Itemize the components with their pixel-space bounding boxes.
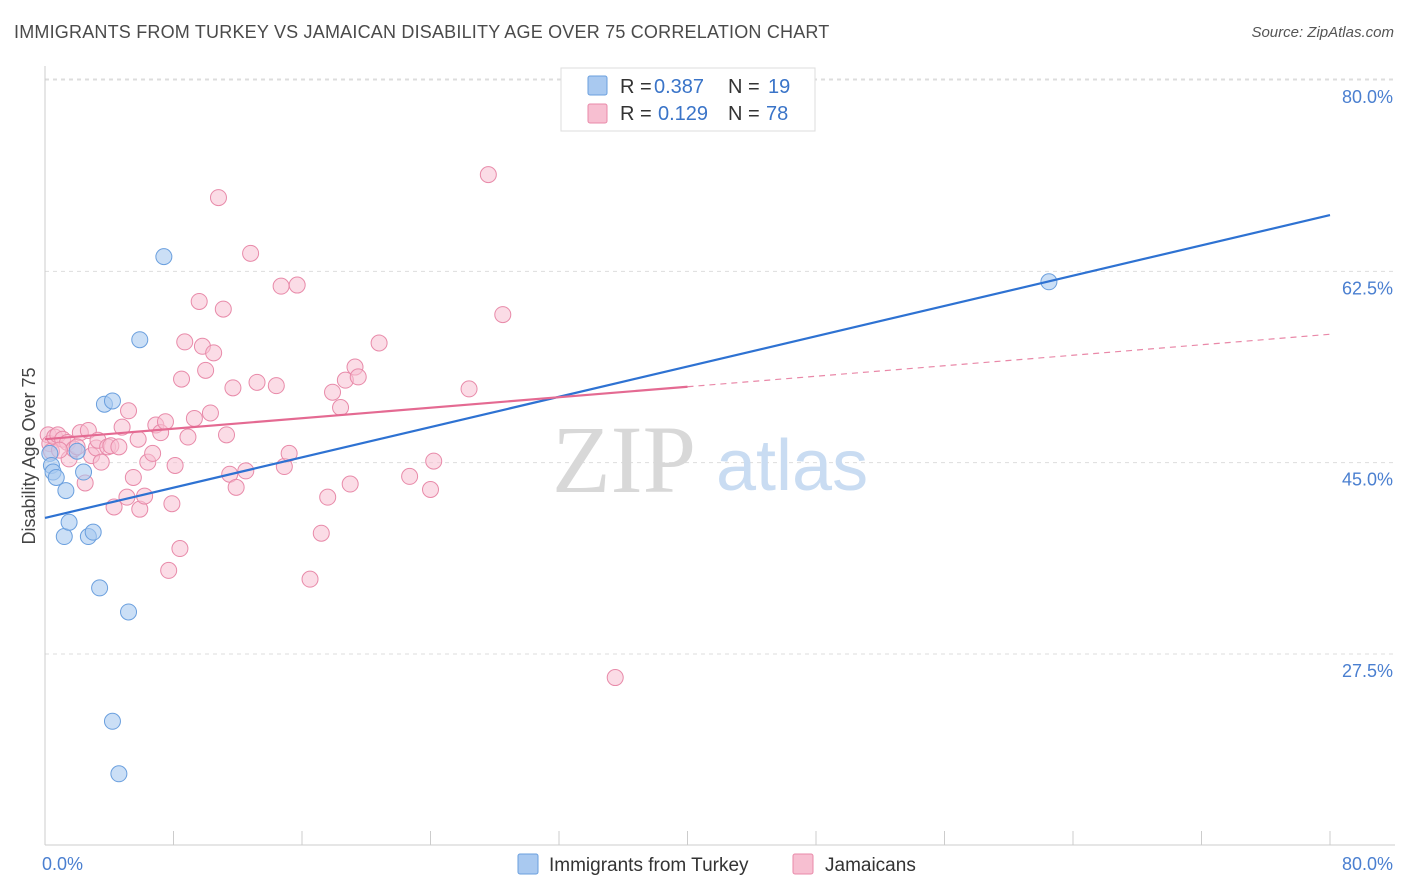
jamaicans-point [272, 277, 290, 295]
legend-n-label-turkey: N = [728, 76, 760, 98]
jamaicans-point [494, 306, 512, 324]
source-credit: Source: ZipAtlas.com [1251, 24, 1394, 41]
turkey-trend-line [44, 214, 1331, 520]
jamaicans-point [267, 377, 285, 395]
chart-title: IMMIGRANTS FROM TURKEY VS JAMAICAN DISAB… [14, 22, 830, 42]
jamaicans-point [242, 244, 260, 262]
jamaicans-point [401, 467, 419, 485]
jamaicans-trend-extension [687, 333, 1331, 388]
jamaicans-point [163, 495, 181, 513]
turkey-point [110, 765, 128, 783]
jamaicans-point [319, 488, 337, 506]
jamaicans-point [227, 478, 245, 496]
x-tick-labels: 0.0% 80.0% [42, 854, 1393, 874]
jamaicans-point [92, 453, 110, 471]
jamaicans-point [606, 669, 624, 687]
turkey-point [84, 523, 102, 541]
legend-bottom: Immigrants from Turkey Jamaicans [517, 853, 916, 876]
jamaicans-point [224, 379, 242, 397]
jamaicans-point [205, 344, 223, 362]
x-tick-label-min: 0.0% [42, 854, 83, 874]
bottom-legend-swatch-turkey [517, 853, 539, 875]
jamaicans-point [124, 468, 142, 486]
y-tick-label: 80.0% [1342, 87, 1393, 107]
jamaicans-point [160, 561, 178, 579]
turkey-point [68, 442, 86, 460]
legend-n-label-jamaicans: N = [728, 103, 760, 125]
legend-n-value-jamaicans: 78 [766, 103, 788, 125]
jamaicans-point [173, 370, 191, 388]
turkey-point [57, 482, 75, 500]
watermark-atlas: atlas [716, 426, 868, 506]
turkey-point [75, 463, 93, 481]
jamaicans-point [176, 333, 194, 351]
jamaicans-trend-line [44, 385, 688, 441]
jamaicans-point [190, 292, 208, 310]
watermark-zip: ZIP [552, 406, 696, 513]
bottom-legend-swatch-jamaicans [792, 853, 814, 875]
jamaicans-point [166, 456, 184, 474]
jamaicans-point [288, 276, 306, 294]
legend-r-value-turkey: 0.387 [654, 76, 704, 98]
jamaicans-point [422, 481, 439, 499]
jamaicans-point [113, 418, 131, 436]
bottom-legend-label-jamaicans: Jamaicans [825, 855, 916, 876]
jamaicans-point [370, 334, 388, 352]
jamaicans-point [156, 413, 174, 431]
jamaicans-point [179, 428, 197, 446]
jamaicans-points [39, 166, 624, 687]
jamaicans-point [301, 570, 319, 588]
grid-lines [45, 78, 1395, 655]
legend-swatch-turkey [587, 75, 608, 96]
jamaicans-point [120, 402, 138, 420]
legend-top: R = 0.387 N = 19 R = 0.129 N = 78 [560, 67, 816, 132]
y-tick-label: 45.0% [1342, 470, 1393, 490]
jamaicans-point [324, 383, 342, 401]
legend-r-label-turkey: R = [620, 76, 652, 98]
legend-r-label-jamaicans: R = [620, 103, 652, 125]
y-tick-labels: 27.5% 45.0% 62.5% 80.0% [1342, 87, 1393, 681]
jamaicans-point [144, 444, 162, 462]
jamaicans-point [129, 430, 147, 448]
jamaicans-point [312, 524, 330, 542]
turkey-point [91, 579, 109, 597]
turkey-point [155, 248, 173, 266]
jamaicans-point [341, 475, 359, 493]
y-axis-title: Disability Age Over 75 [19, 367, 39, 544]
legend-r-value-jamaicans: 0.129 [658, 103, 708, 125]
bottom-legend-label-turkey: Immigrants from Turkey [549, 855, 749, 876]
jamaicans-point [214, 300, 232, 318]
jamaicans-point [209, 189, 227, 207]
turkey-point [55, 528, 73, 546]
turkey-point [120, 603, 138, 621]
legend-n-value-turkey: 19 [768, 76, 790, 98]
jamaicans-point [248, 373, 266, 391]
jamaicans-point [460, 380, 478, 398]
jamaicans-point [171, 540, 189, 558]
jamaicans-point [479, 166, 497, 184]
jamaicans-point [218, 426, 236, 444]
turkey-point [47, 468, 65, 486]
jamaicans-point [110, 438, 128, 456]
turkey-points [41, 248, 1058, 783]
x-tick-label-max: 80.0% [1342, 854, 1393, 874]
jamaicans-point [197, 361, 215, 379]
trend-lines [44, 214, 1331, 520]
jamaicans-point [201, 404, 219, 422]
legend-swatch-jamaicans [587, 103, 608, 124]
turkey-point [103, 392, 121, 410]
turkey-point [60, 513, 78, 531]
y-tick-label: 27.5% [1342, 661, 1393, 681]
jamaicans-point [349, 368, 367, 386]
jamaicans-point [332, 399, 350, 417]
watermark: ZIP atlas [552, 406, 868, 513]
turkey-point [103, 712, 121, 730]
turkey-point [131, 331, 149, 349]
jamaicans-point [425, 452, 443, 470]
y-tick-label: 62.5% [1342, 278, 1393, 298]
jamaicans-point [185, 409, 203, 427]
